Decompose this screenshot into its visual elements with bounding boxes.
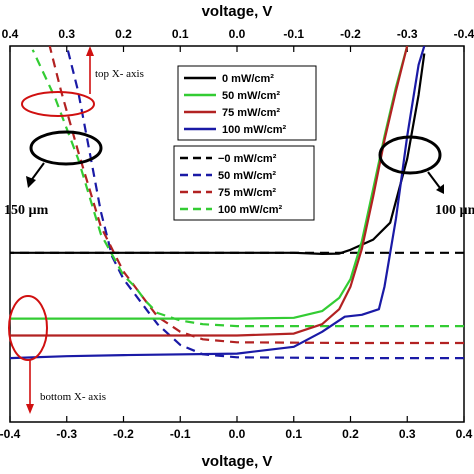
bottom-tick-label: 0.1 <box>285 427 302 441</box>
right-thickness-arrow <box>427 171 441 189</box>
bottom-tick-label: -0.2 <box>113 427 134 441</box>
legend-solid-label: 0 mW/cm² <box>222 73 274 85</box>
dashed-series-line <box>31 49 464 328</box>
bottom-axis-callout-ellipse <box>8 295 48 361</box>
bottom-tick-label: 0.3 <box>399 427 416 441</box>
top-tick-label: -0.1 <box>283 27 304 41</box>
right-thickness-arrowhead <box>436 184 444 194</box>
top-axis-title: voltage, V <box>202 3 273 20</box>
legend-solid-label: 75 mW/cm² <box>222 107 280 119</box>
bottom-tick-label: 0.2 <box>342 427 359 441</box>
bottom-tick-label: 0.4 <box>456 427 473 441</box>
dashed-series-line <box>48 46 464 345</box>
bottom-tick-label: -0.1 <box>170 427 191 441</box>
annotation-bottom-x-axis: bottom X- axis <box>40 391 106 403</box>
annotation-top-x-axis: top X- axis <box>95 68 144 80</box>
top-axis-callout-arrowhead <box>86 46 94 56</box>
legend-solid-label: 100 mW/cm² <box>222 124 287 136</box>
top-tick-label: 0.3 <box>58 27 75 41</box>
annotation-right-thickness: 100 µm <box>435 203 474 218</box>
top-tick-label: 0.2 <box>115 27 132 41</box>
top-tick-label: -0.3 <box>397 27 418 41</box>
dashed-series-line <box>65 46 464 360</box>
legend-solid-label: 50 mW/cm² <box>222 90 280 102</box>
top-tick-label: -0.2 <box>340 27 361 41</box>
legends: 0 mW/cm² 50 mW/cm² 75 mW/cm² 100 mW/cm² −0 m… <box>173 65 317 221</box>
bottom-axis-title: voltage, V <box>202 453 273 470</box>
top-axis-callout-ellipse <box>21 91 95 117</box>
solid-series-line <box>10 53 426 255</box>
legend-dashed-label: −0 mW/cm² <box>218 153 277 165</box>
top-tick-label: 0.1 <box>172 27 189 41</box>
bottom-tick-label: 0.0 <box>229 427 246 441</box>
legend-dashed-label: 50 mW/cm² <box>218 170 276 182</box>
top-tick-label: 0.4 <box>2 27 19 41</box>
top-tick-label: 0.0 <box>229 27 246 41</box>
top-tick-label: -0.4 <box>454 27 474 41</box>
series-lines <box>10 46 464 360</box>
legend-dashed-label: 100 mW/cm² <box>218 204 283 216</box>
solid-series-line <box>10 46 426 360</box>
left-thickness-arrowhead <box>26 176 36 188</box>
bottom-axis-callout-arrowhead <box>26 404 34 414</box>
bottom-tick-label: -0.4 <box>0 427 21 441</box>
bottom-tick-label: -0.3 <box>56 427 77 441</box>
legend-dashed-label: 75 mW/cm² <box>218 187 276 199</box>
right-thickness-ellipse <box>378 135 442 175</box>
annotations <box>8 46 444 414</box>
axis-ticks: 0.4 0.3 0.2 0.1 0.0 -0.1 -0.2 -0.3 -0.4 -0.4 -0.3 -… <box>0 27 474 441</box>
left-thickness-ellipse <box>29 130 103 166</box>
solid-series-line <box>10 46 409 337</box>
annotation-left-thickness: 150 µm <box>4 203 49 218</box>
